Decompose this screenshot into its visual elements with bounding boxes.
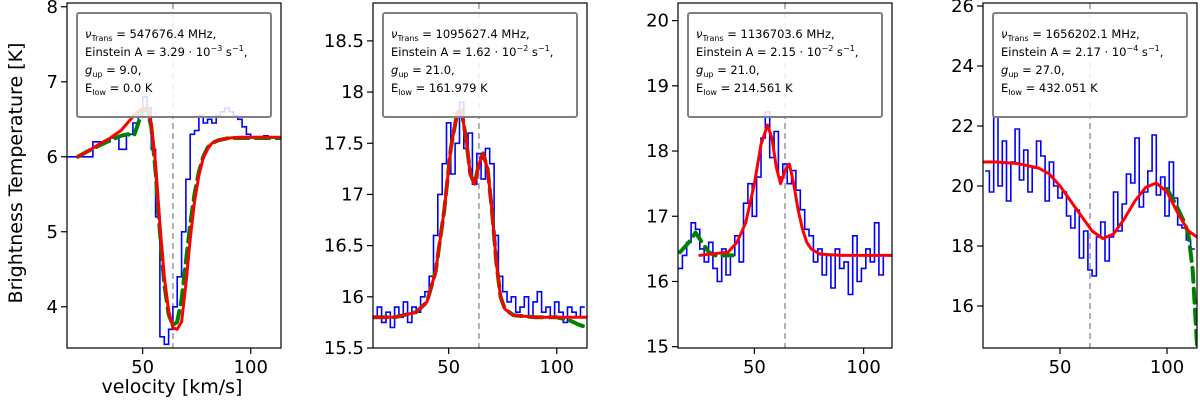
y-tick-label: 17	[646, 206, 669, 227]
transition-info-box: νTrans = 1656202.1 MHz,Einstein A = 2.17…	[992, 12, 1188, 118]
info-lower-energy: Elow = 432.051 K	[1001, 81, 1098, 97]
x-tick-label: 100	[234, 357, 268, 378]
y-tick-label: 4	[47, 297, 58, 318]
info-transition-frequency: νTrans = 547676.4 MHz,	[85, 27, 216, 43]
chart-panel-1: 50 100 4 5 6 7 8 νTrans = 547676.4 MHz,Einstein…	[47, 0, 282, 378]
y-tick-label: 15	[646, 337, 669, 358]
series-observed	[678, 111, 892, 296]
x-axis-label: velocity [km/s]	[102, 376, 243, 398]
x-tick-label: 100	[540, 357, 574, 378]
y-tick-label: 17.5	[324, 133, 364, 154]
axes-frame	[982, 2, 1198, 349]
info-upper-degeneracy: gup = 9.0,	[85, 63, 141, 79]
y-tick-label: 16	[646, 271, 669, 292]
info-upper-degeneracy: gup = 21.0,	[696, 63, 760, 79]
y-tick-label: 16.5	[324, 236, 364, 257]
x-tick-label: 100	[1150, 357, 1184, 378]
series-fit	[76, 106, 281, 331]
info-lower-energy: Elow = 214.561 K	[696, 81, 793, 97]
y-tick-label: 6	[47, 147, 58, 168]
y-tick-label: 15.5	[324, 338, 364, 359]
y-tick-label: 18	[341, 82, 364, 103]
info-box-frame	[687, 12, 883, 118]
info-einstein-a: Einstein A = 2.15 · 10−2 s−1,	[696, 44, 858, 59]
plot-area	[373, 3, 587, 348]
info-lower-energy: Elow = 161.979 K	[391, 81, 488, 97]
info-transition-frequency: νTrans = 1095627.4 MHz,	[391, 27, 530, 43]
axes-frame	[372, 2, 588, 349]
info-upper-degeneracy: gup = 27.0,	[1001, 63, 1065, 79]
y-tick-label: 17	[341, 184, 364, 205]
y-tick-label: 24	[951, 56, 974, 77]
series-observed	[985, 116, 1195, 277]
info-transition-frequency: νTrans = 1136703.6 MHz,	[696, 27, 835, 43]
x-tick-label: 50	[1049, 357, 1072, 378]
y-tick-label: 19	[646, 76, 669, 97]
chart-panel-4: 50 100 16 18 20 22 24 26 νTrans = 1656202.1 MHz,…	[951, 0, 1198, 378]
transition-info-box: νTrans = 547676.4 MHz,Einstein A = 3.29 …	[76, 12, 272, 118]
y-tick-label: 16	[341, 287, 364, 308]
y-tick-label: 8	[47, 0, 58, 18]
y-tick-label: 20	[646, 11, 669, 32]
y-tick-label: 26	[951, 0, 974, 17]
axes-frame	[677, 2, 893, 349]
axes-frame	[66, 2, 282, 349]
series-fit	[373, 109, 587, 319]
info-einstein-a: Einstein A = 1.62 · 10−2 s−1,	[391, 44, 553, 59]
info-box-frame	[76, 12, 272, 118]
info-upper-degeneracy: gup = 21.0,	[391, 63, 455, 79]
chart-panel-2: 50 100 15.5 16 16.5 17 17.5 18 18.5 νTrans = 1095…	[324, 2, 588, 378]
y-tick-label: 22	[951, 116, 974, 137]
y-tick-label: 16	[951, 296, 974, 317]
y-tick-label: 5	[47, 222, 58, 243]
x-tick-label: 50	[437, 357, 460, 378]
info-box-frame	[992, 12, 1188, 118]
y-tick-label: 20	[951, 176, 974, 197]
x-tick-label: 50	[131, 357, 154, 378]
info-transition-frequency: νTrans = 1656202.1 MHz,	[1001, 27, 1140, 43]
series-model	[373, 108, 587, 330]
series-fit	[983, 160, 1197, 240]
y-tick-label: 18	[646, 141, 669, 162]
y-tick-label: 7	[47, 72, 58, 93]
transition-info-box: νTrans = 1136703.6 MHz,Einstein A = 2.15…	[687, 12, 883, 118]
series-observed	[67, 96, 281, 346]
y-axis-label: Brightness Temperature [K]	[5, 43, 27, 304]
series-fit	[698, 123, 892, 257]
chart-panel-3: 50 100 15 16 17 18 19 20 νTrans = 1136703.6 MHz,…	[646, 2, 893, 378]
info-einstein-a: Einstein A = 2.17 · 10−4 s−1,	[1001, 44, 1163, 59]
y-tick-label: 18	[951, 236, 974, 257]
x-tick-label: 100	[846, 357, 880, 378]
y-tick-label: 18.5	[324, 31, 364, 52]
plot-area	[678, 3, 892, 348]
series-model	[1165, 187, 1197, 347]
plot-area	[983, 3, 1197, 348]
info-box-frame	[382, 12, 578, 118]
info-einstein-a: Einstein A = 3.29 · 10−3 s−1,	[85, 44, 247, 59]
series-observed	[373, 101, 585, 329]
transition-info-box: νTrans = 1095627.4 MHz,Einstein A = 1.62…	[382, 12, 578, 118]
x-tick-label: 50	[743, 357, 766, 378]
series-model	[678, 230, 735, 258]
